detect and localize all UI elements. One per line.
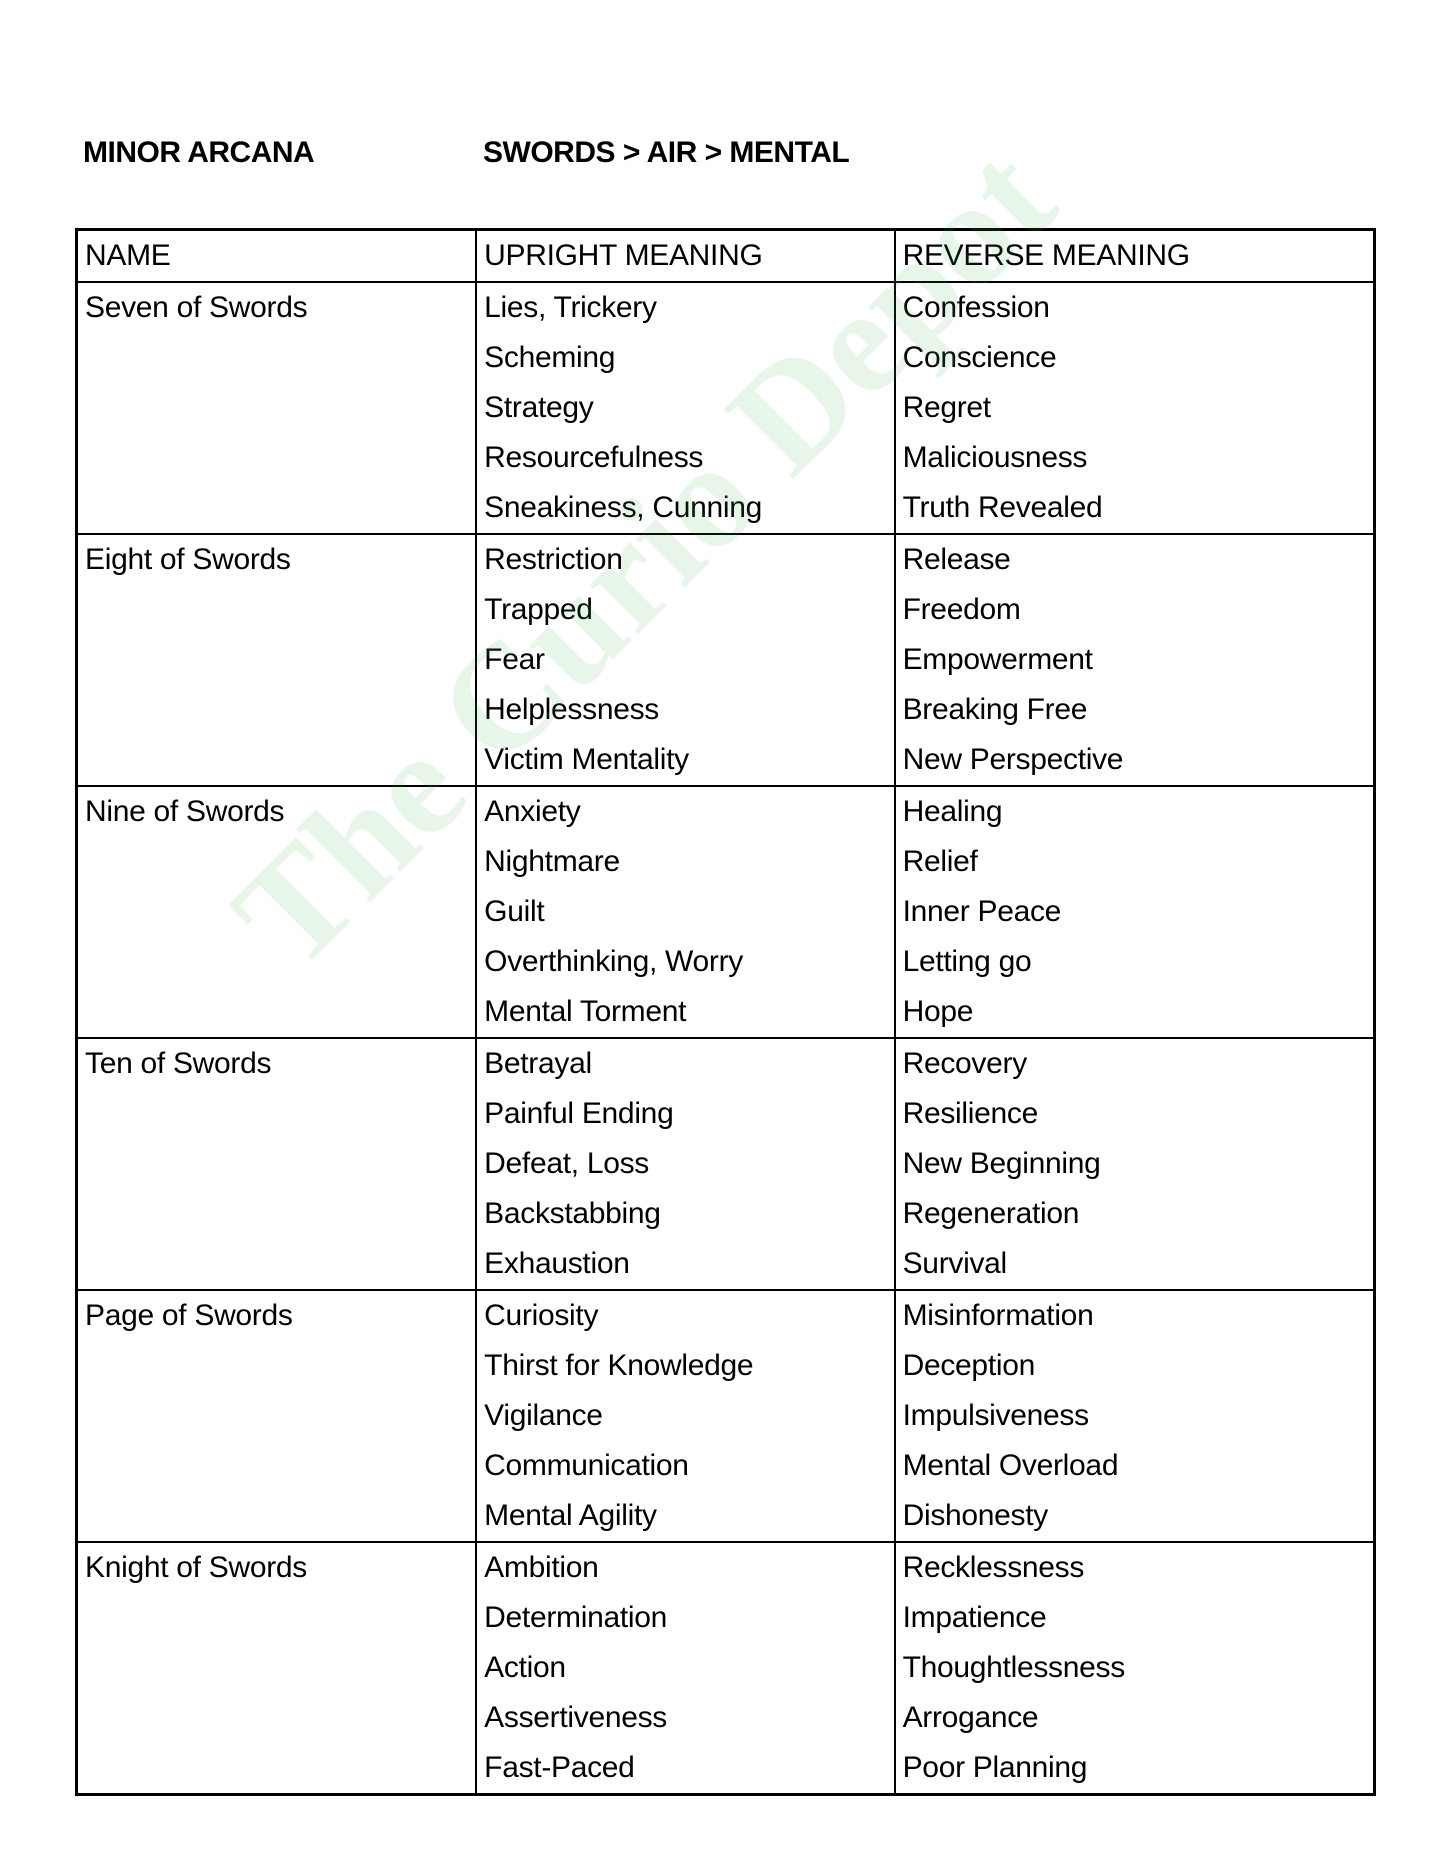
reverse-meanings: Confession Conscience Regret Maliciousness T… [893,282,1376,535]
upright-meanings: Restriction Trapped Fear Helplessness Victim… [475,534,896,787]
upright-meaning: Ambition [484,1551,599,1584]
upright-meaning: Guilt [484,895,545,928]
table-row: Seven of Swords Lies, Trickery Scheming Str… [75,282,1376,535]
card-name: Page of Swords [75,1290,478,1543]
reverse-meaning: Misinformation [902,1299,1094,1332]
table-row: Eight of Swords Restriction Trapped Fear Hel… [75,534,1376,787]
upright-meaning: Strategy [484,391,594,424]
meanings-table: NAME UPRIGHT MEANING REVERSE MEANING Sev… [75,228,1376,1796]
upright-meaning: Sneakiness, Cunning [484,491,762,524]
reverse-meaning: Empowerment [902,643,1093,676]
upright-meaning: Vigilance [484,1399,603,1432]
reverse-meaning: New Perspective [902,743,1124,776]
upright-meaning: Curiosity [484,1299,599,1332]
reverse-meaning: Recovery [902,1047,1028,1080]
upright-meaning: Mental Torment [484,995,687,1028]
reverse-meaning: Letting go [902,945,1032,978]
upright-meaning: Overthinking, Worry [484,945,743,978]
upright-meaning: Thirst for Knowledge [484,1349,754,1382]
reverse-meaning: Healing [902,795,1003,828]
upright-meaning: Victim Mentality [484,743,689,776]
reverse-meaning: Breaking Free [902,693,1088,726]
reverse-meaning: Hope [902,995,974,1028]
card-name: Nine of Swords [75,786,478,1039]
reverse-meaning: New Beginning [902,1147,1101,1180]
upright-meaning: Assertiveness [484,1701,668,1734]
upright-meaning: Painful Ending [484,1097,674,1130]
card-name: Knight of Swords [75,1542,478,1796]
table-row: Page of Swords Curiosity Thirst for Knowle… [75,1290,1376,1543]
reverse-meaning: Confession [902,291,1050,324]
reverse-meaning: Maliciousness [902,441,1088,474]
reverse-meanings: Recklessness Impatience Thoughtlessness Arr… [893,1542,1376,1796]
reverse-meaning: Survival [902,1247,1008,1280]
upright-meaning: Restriction [484,543,623,576]
upright-meaning: Nightmare [484,845,620,878]
upright-meaning: Betrayal [484,1047,592,1080]
reverse-meaning: Conscience [902,341,1057,374]
upright-meaning: Trapped [484,593,593,626]
table-row: Nine of Swords Anxiety Nightmare Guilt Overt… [75,786,1376,1039]
suit-breadcrumb: SWORDS > AIR > MENTAL [483,136,850,169]
reverse-meaning: Relief [902,845,978,878]
table-row: Knight of Swords Ambition Determination Act… [75,1542,1376,1796]
upright-meaning: Resourcefulness [484,441,704,474]
upright-meaning: Lies, Trickery [484,291,657,324]
table-row: Ten of Swords Betrayal Painful Ending Defea… [75,1038,1376,1291]
upright-meaning: Fear [484,643,545,676]
upright-meaning: Mental Agility [484,1499,657,1532]
reverse-meaning: Mental Overload [902,1449,1119,1482]
reverse-meaning: Inner Peace [902,895,1062,928]
card-name: Eight of Swords [75,534,478,787]
reverse-meaning: Dishonesty [902,1499,1049,1532]
upright-meaning: Anxiety [484,795,581,828]
table-header-row: NAME UPRIGHT MEANING REVERSE MEANING [75,229,1376,283]
reverse-meanings: Release Freedom Empowerment Breaking Free Ne… [893,534,1376,787]
section-title: MINOR ARCANA [83,136,315,169]
reverse-meanings: Healing Relief Inner Peace Letting go Hope [893,786,1376,1039]
reverse-meaning: Regeneration [902,1197,1080,1230]
upright-meaning: Scheming [484,341,616,374]
upright-meanings: Lies, Trickery Scheming Strategy Resourcefu… [475,282,896,535]
upright-meaning: Communication [484,1449,689,1482]
reverse-meaning: Arrogance [902,1701,1039,1734]
reverse-meanings: Recovery Resilience New Beginning Regenerat… [893,1038,1376,1291]
upright-meaning: Fast-Paced [484,1751,635,1784]
upright-meanings: Anxiety Nightmare Guilt Overthinking, Worry… [475,786,896,1039]
reverse-meaning: Freedom [902,593,1021,626]
reverse-meaning: Impatience [902,1601,1047,1634]
reverse-meaning: Regret [902,391,992,424]
column-header-reverse: REVERSE MEANING [893,229,1376,283]
upright-meaning: Determination [484,1601,668,1634]
upright-meaning: Defeat, Loss [484,1147,649,1180]
upright-meaning: Helplessness [484,693,659,726]
column-header-upright: UPRIGHT MEANING [475,229,896,283]
column-header-name: NAME [75,229,478,283]
reverse-meaning: Resilience [902,1097,1039,1130]
reverse-meaning: Impulsiveness [902,1399,1089,1432]
upright-meaning: Action [484,1651,566,1684]
card-name: Seven of Swords [75,282,478,535]
reverse-meaning: Truth Revealed [902,491,1103,524]
upright-meanings: Curiosity Thirst for Knowledge Vigilance Co… [475,1290,896,1543]
reverse-meaning: Release [902,543,1011,576]
card-name: Ten of Swords [75,1038,478,1291]
upright-meaning: Exhaustion [484,1247,630,1280]
upright-meaning: Backstabbing [484,1197,661,1230]
reverse-meaning: Thoughtlessness [902,1651,1126,1684]
upright-meanings: Ambition Determination Action Assertiveness… [475,1542,896,1796]
upright-meanings: Betrayal Painful Ending Defeat, Loss Backst… [475,1038,896,1291]
reverse-meaning: Deception [902,1349,1036,1382]
reverse-meaning: Recklessness [902,1551,1085,1584]
reverse-meaning: Poor Planning [902,1751,1088,1784]
reverse-meanings: Misinformation Deception Impulsiveness Ment… [893,1290,1376,1543]
